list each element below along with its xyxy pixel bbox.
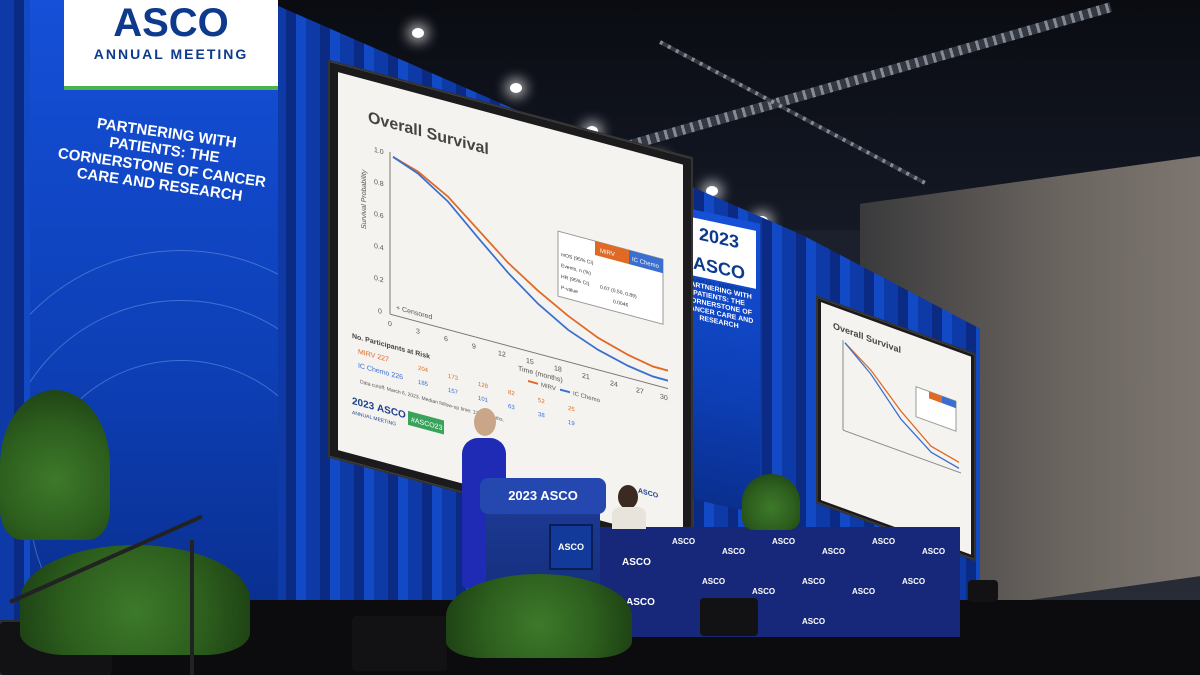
left-banner-tagline: PARTNERING WITH PATIENTS: THE CORNERSTON… (56, 115, 268, 205)
table-logo: ASCO (752, 587, 776, 596)
mirv-curve (392, 156, 668, 372)
stage-monitor (700, 598, 758, 636)
risk-value: 204 (418, 365, 429, 375)
censored-label: + Censored (396, 304, 432, 322)
table-logo: ASCO (802, 577, 826, 586)
table-logo: ASCO (722, 547, 746, 556)
table-logo: ASCO (822, 547, 846, 556)
stage-light (510, 83, 522, 93)
table-logo: ASCO (852, 587, 876, 596)
table-logo: ASCO (622, 557, 651, 568)
table-logo: ASCO (626, 597, 655, 608)
risk-value: 128 (478, 381, 489, 391)
table-row-label: P-value (561, 285, 578, 295)
risk-value: 173 (448, 373, 459, 383)
xtick: 30 (660, 393, 668, 403)
table-logo: ASCO (902, 577, 926, 586)
stage-light (706, 186, 718, 196)
risk-value: 25 (568, 405, 575, 414)
risk-value: 101 (478, 395, 489, 405)
xtick: 15 (526, 357, 534, 367)
risk-value: 63 (508, 403, 515, 412)
ytick: 0.4 (374, 242, 384, 252)
ytick: 0.6 (374, 210, 384, 220)
panelist-1 (610, 485, 646, 529)
slide-title: Overall Survival (368, 108, 489, 158)
risk-row-ic: IC Chemo 226 (358, 362, 403, 382)
table-logo: ASCO (922, 547, 946, 556)
ic-chemo-curve (392, 156, 668, 382)
podium-top: 2023 ASCO (480, 478, 606, 514)
table-logo: ASCO (702, 577, 726, 586)
risk-value: 157 (448, 387, 459, 397)
risk-value: 82 (508, 389, 515, 398)
stage-monitor (352, 616, 447, 671)
legend-ic: IC Chemo (573, 390, 601, 404)
table-logo: ASCO (672, 537, 696, 546)
summary-table: MIRV IC Chemo mOS (95% CI) Events, n (%)… (557, 230, 664, 325)
main-projection-screen: Overall Survival Survival Probability 1.… (330, 62, 691, 553)
xtick: 18 (554, 364, 562, 374)
risk-value: 185 (418, 379, 429, 389)
xtick: 12 (498, 349, 506, 359)
risk-value: 52 (538, 397, 545, 406)
ytick: 0 (378, 307, 382, 316)
plant (20, 545, 250, 655)
plant (742, 474, 800, 530)
slide-ylabel: Survival Probability (360, 168, 368, 230)
plant (0, 390, 110, 540)
plant (446, 574, 632, 658)
xtick: 21 (582, 372, 590, 382)
risk-value: 19 (568, 419, 575, 428)
table-p: 0.0046 (613, 299, 628, 309)
ytick: 0.8 (374, 178, 384, 188)
stage-light (586, 126, 598, 136)
table-logo: ASCO (772, 537, 796, 546)
ytick: 1.0 (374, 146, 384, 156)
side-projection-screen: Overall Survival (818, 298, 974, 559)
xtick: 6 (444, 335, 448, 344)
panel-table: ASCO ASCO ASCO ASCO ASCO ASCO ASCO ASCO … (592, 527, 960, 637)
table-col-mirv: MIRV (600, 247, 616, 258)
table-logo: ASCO (872, 537, 896, 546)
podium-screen: ASCO (549, 524, 593, 570)
stage-monitor (968, 580, 998, 602)
xtick: 27 (636, 386, 644, 396)
center-banner-logo: 2023 ASCO ANNUAL MEETING (682, 215, 756, 297)
left-banner: ASCO ANNUAL MEETING PARTNERING WITH PATI… (30, 0, 278, 610)
xtick: 0 (388, 320, 392, 329)
left-banner-logo: ASCO ANNUAL MEETING (64, 0, 278, 90)
xtick: 3 (416, 327, 420, 336)
table-logo: ASCO (802, 617, 826, 626)
risk-value: 38 (538, 411, 545, 420)
xtick: 9 (472, 342, 476, 351)
stair-rail-post (190, 540, 194, 675)
legend-mirv: MIRV (541, 382, 557, 393)
xtick: 24 (610, 379, 618, 389)
stage-light (412, 28, 424, 38)
risk-row-mirv: MIRV 227 (358, 348, 389, 364)
ytick: 0.2 (374, 274, 384, 284)
